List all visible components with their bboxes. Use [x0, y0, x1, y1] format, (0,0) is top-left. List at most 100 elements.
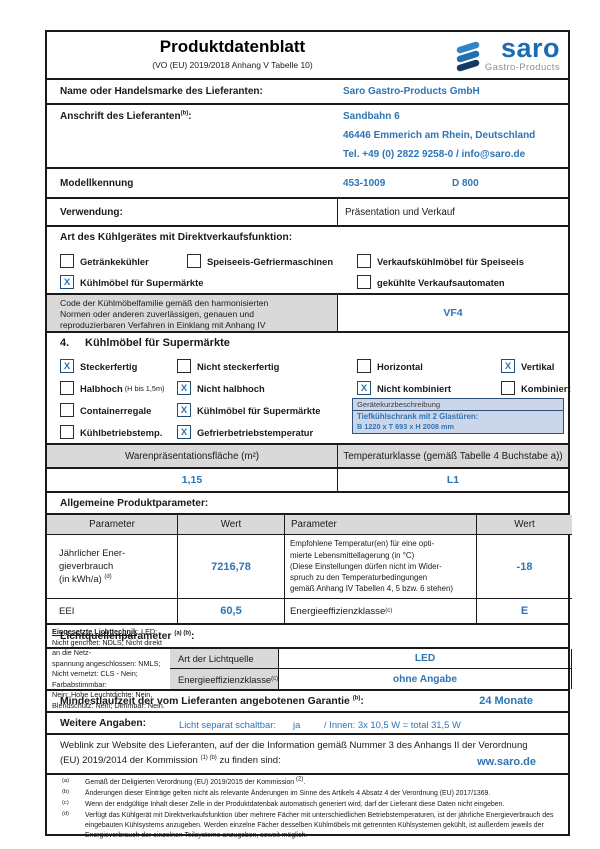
checkbox-box[interactable]: [60, 381, 74, 395]
usage-label: Verwendung:: [60, 206, 123, 218]
light-tech-cell: Eingesetzte Lichttechnik: LED; Nicht ger…: [47, 627, 170, 710]
light-tech-line-1-rest: : LED; Nicht gerichtet: NDLS; Nicht dire…: [52, 627, 162, 657]
footnote-after: .: [303, 779, 306, 786]
checkbox-box[interactable]: X: [177, 381, 191, 395]
checkbox-label: Nicht halbhoch: [197, 382, 265, 394]
checkbox-horizontal[interactable]: Horizontal: [357, 355, 423, 377]
model-name: D 800: [452, 178, 479, 189]
checkbox-gefrierbetriebstemperatur[interactable]: X Gefrierbetriebstemperatur: [177, 421, 313, 443]
checkbox-box[interactable]: X: [177, 403, 191, 417]
weblink-url[interactable]: ww.saro.de: [477, 755, 536, 768]
checkbox-gekuehlte-verkaufsautomaten[interactable]: gekühlte Verkaufsautomaten: [357, 271, 505, 293]
checkbox-halbhoch[interactable]: Halbhoch (H bis 1,5m): [60, 377, 164, 399]
checkbox-box[interactable]: [357, 275, 371, 289]
footnote-text: Änderungen dieser Einträge gelten nicht …: [85, 789, 491, 797]
general-params-table: Parameter Wert Parameter Wert Jährlicher…: [47, 515, 572, 625]
weblink-pre: (EU) 2019/2014 der Kommission: [60, 754, 201, 766]
annual-energy-label-cell: Jährlicher Ener- gieverbrauch (in kWh/a)…: [47, 535, 178, 599]
area-value: 1,15: [47, 469, 338, 491]
checkbox-box[interactable]: X: [357, 381, 371, 395]
checkbox-box[interactable]: X: [501, 359, 515, 373]
eei-value: 60,5: [178, 599, 285, 623]
family-code-line-2: Normen oder anderen zuverlässigen, genau…: [60, 309, 254, 320]
checkbox-label: Kühlbetriebstemp.: [80, 426, 163, 438]
footnote-marker: (c): [62, 799, 69, 806]
checkbox-box[interactable]: [60, 254, 74, 268]
checkbox-box[interactable]: [177, 359, 191, 373]
weblink-sup: (1) (b): [200, 754, 217, 761]
checkbox-box[interactable]: X: [60, 275, 74, 289]
supplier-name-row: Name oder Handelsmarke des Lieferanten: …: [47, 80, 568, 105]
checkbox-box[interactable]: X: [177, 425, 191, 439]
recommended-temp-line-4: spruch zu den Temperaturbedingungen: [290, 573, 428, 583]
warranty-value: 24 Monate: [479, 695, 533, 707]
checkbox-steckerfertig[interactable]: X Steckerfertig: [60, 355, 137, 377]
footnote-d: (d) Verfügt das Kühlgerät mit Direktverka…: [47, 811, 568, 842]
checkbox-box[interactable]: [501, 381, 515, 395]
temp-class-value: L1: [446, 474, 460, 486]
weblink-line-2: (EU) 2019/2014 der Kommission (1) (b) zu…: [60, 754, 568, 771]
family-code-value: VF4: [443, 307, 463, 319]
model-label: Modellkennung: [60, 178, 134, 189]
checkbox-kuehlbetriebstemp[interactable]: Kühlbetriebstemp.: [60, 421, 162, 443]
section4-row-3: Containerregale X Kühlmöbel für Supermärk…: [47, 399, 568, 421]
presentation-header-row: Warenpräsentationsfläche (m²) Temperatur…: [47, 445, 568, 469]
checkbox-kuehlmoebel-supermaerkte[interactable]: X Kühlmöbel für Supermärkte: [60, 271, 203, 293]
checkbox-containerregale[interactable]: Containerregale: [60, 399, 151, 421]
usage-value-cell: Präsentation und Verkauf: [338, 199, 568, 225]
checkbox-vertikal[interactable]: X Vertikal: [501, 355, 554, 377]
light-efficiency-value: ohne Angabe: [279, 669, 572, 689]
checkbox-label: Vertikal: [521, 360, 555, 372]
checkbox-getraenkekuehler[interactable]: Getränkekühler: [60, 250, 149, 272]
annual-energy-sup: (d): [104, 573, 112, 580]
device-type-section: Art des Kühlgerätes mit Direktverkaufsfu…: [47, 227, 568, 295]
checkbox-label: gekühlte Verkaufsautomaten: [377, 276, 505, 288]
light-params-title-sup: (a) (b): [174, 630, 191, 637]
temp-class-label: Temperaturklasse (gemäß Tabelle 4 Buchst…: [338, 445, 568, 467]
checkbox-kombiniert[interactable]: Kombiniert: [501, 377, 570, 399]
general-params-title-row: Allgemeine Produktparameter:: [47, 493, 568, 515]
checkbox-box[interactable]: [357, 359, 371, 373]
light-tech-underlined: Eingesetzte Lichttechnik: [52, 627, 138, 636]
device-description-body: Tiefkühlschrank mit 2 Glastüren: B 1220 …: [353, 411, 563, 433]
warranty-label-text: Mindestlaufzeit der vom Lieferanten ange…: [60, 695, 353, 707]
checkbox-box[interactable]: [357, 254, 371, 268]
datasheet-document: Produktdatenblatt (VO (EU) 2019/2018 Anh…: [45, 30, 572, 839]
annual-energy-value: 7216,78: [178, 535, 285, 599]
annual-energy-line-1: Jährlicher Ener-: [59, 547, 126, 559]
footnote-inline-sup: (2): [296, 776, 304, 783]
checkbox-box[interactable]: X: [60, 359, 74, 373]
recommended-temp-line-5: gemäß Anhang IV Tabellen 4, 5 bzw. 6 ste…: [290, 584, 454, 594]
annual-energy-line-2: gieverbrauch: [59, 560, 114, 572]
light-params-title: Lichtquellenparameter (a) (b):: [60, 630, 194, 642]
checkbox-speiseeis-gefriermaschinen[interactable]: Speiseeis-Gefriermaschinen: [187, 250, 333, 272]
checkbox-box[interactable]: [60, 403, 74, 417]
address-line-3[interactable]: Tel. +49 (0) 2822 9258-0 / info@saro.de: [343, 149, 526, 160]
col-header-parameter-2: Parameter: [285, 515, 477, 535]
checkbox-label: Verkaufskühlmöbel für Speiseeis: [377, 255, 524, 267]
efficiency-class-value: E: [520, 605, 529, 617]
warranty-row: Mindestlaufzeit der vom Lieferanten ange…: [47, 691, 568, 713]
section4-number: 4.: [60, 337, 70, 349]
efficiency-class-label: Energieeffizienzklasse (c): [285, 599, 477, 623]
checkbox-nicht-kombiniert[interactable]: X Nicht kombiniert: [357, 377, 451, 399]
family-code-label-cell: Code der Kühlmöbelfamilie gemäß den harm…: [47, 295, 338, 331]
checkbox-box[interactable]: [60, 425, 74, 439]
checkbox-kuehlmoebel-supermaerkte-2[interactable]: X Kühlmöbel für Supermärkte: [177, 399, 320, 421]
checkbox-verkaufskuehlmoebel-speiseeis[interactable]: Verkaufskühlmöbel für Speiseeis: [357, 250, 524, 272]
footnote-marker: (a): [62, 778, 70, 784]
header-row: Produktdatenblatt (VO (EU) 2019/2018 Anh…: [47, 32, 568, 80]
checkbox-label: Getränkekühler: [80, 255, 149, 267]
checkbox-box[interactable]: [187, 254, 201, 268]
light-tech-line-3: Nein; Hohe Leuchtdichte: Nein, Blendschu…: [52, 690, 165, 710]
light-params-title-text: Lichtquellenparameter: [60, 630, 175, 642]
device-type-title: Art des Kühlgerätes mit Direktverkaufsfu…: [60, 232, 293, 243]
checkbox-nicht-halbhoch[interactable]: X Nicht halbhoch: [177, 377, 265, 399]
checkbox-label: Steckerfertig: [80, 360, 138, 372]
checkbox-nicht-steckerfertig[interactable]: Nicht steckerfertig: [177, 355, 279, 377]
footnote-a: (a) Gemäß der Deligierten Verordnung (EU)…: [47, 776, 568, 788]
checkbox-label: Kühlmöbel für Supermärkte: [197, 404, 321, 416]
section4-row-1: X Steckerfertig Nicht steckerfertig Horiz…: [47, 355, 568, 377]
checkbox-label: Containerregale: [80, 404, 152, 416]
